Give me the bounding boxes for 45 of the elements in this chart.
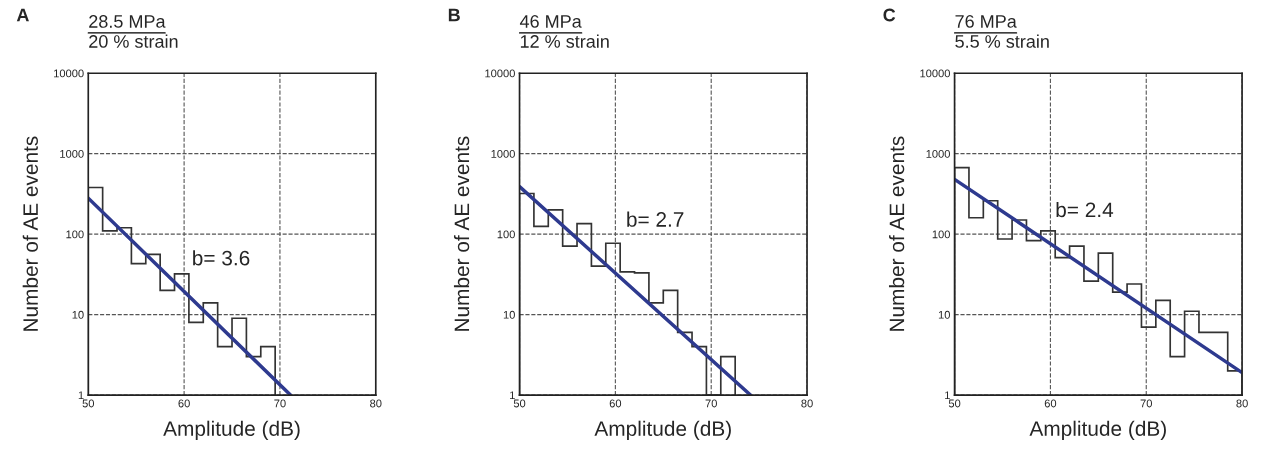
y-tick-label: 100: [497, 230, 515, 239]
y-tick-label: 1000: [926, 149, 950, 158]
chart-title: C: [883, 8, 896, 22]
x-tick-label: 50: [948, 399, 961, 408]
y-tick-label: 1000: [491, 149, 515, 158]
y-tick-label: 100: [932, 230, 950, 239]
annotation: b= 2.4: [1056, 201, 1114, 218]
y-tick-label: 1: [945, 391, 950, 400]
y-tick-label: 1: [510, 391, 515, 400]
y-tick-label: 10000: [54, 69, 84, 78]
chart-title: A: [16, 8, 29, 22]
y-axis-title: Number of AE events: [453, 136, 470, 331]
y-axis-title: Number of AE events: [888, 136, 905, 331]
y-tick-label: 10000: [920, 69, 950, 78]
y-tick-label: 10: [72, 310, 84, 319]
chart-subtitle: 46 MPa: [519, 15, 582, 28]
text: 5.5 % strain: [955, 34, 1049, 48]
y-tick-label: 10: [503, 310, 515, 319]
x-tick-label: 80: [1236, 399, 1248, 408]
y-axis-title: Number of AE events: [22, 136, 38, 331]
x-tick-label: 70: [1140, 399, 1152, 408]
x-tick-label: 80: [801, 399, 813, 408]
x-tick-label: 60: [178, 399, 190, 408]
text: 20 % strain: [89, 34, 178, 48]
text: 12 % strain: [520, 34, 609, 48]
x-axis-title: Amplitude (dB): [594, 420, 731, 441]
chart-subtitle: 28.5 MPa: [89, 15, 166, 28]
annotation: b= 3.6: [193, 250, 250, 266]
x-tick-label: 70: [705, 399, 717, 408]
x-tick-label: 80: [370, 399, 382, 408]
x-axis-title: Amplitude (dB): [1029, 420, 1166, 441]
y-tick-label: 10: [938, 310, 950, 319]
x-tick-label: 70: [274, 399, 286, 408]
y-tick-label: 1000: [60, 149, 84, 158]
x-tick-label: 50: [513, 399, 526, 408]
y-tick-label: 10000: [485, 69, 515, 78]
x-tick-label: 60: [1044, 399, 1057, 408]
x-tick-label: 50: [82, 399, 95, 408]
annotation: b= 2.7: [627, 211, 684, 227]
chart-title: B: [448, 8, 460, 22]
chart-subtitle: 76 MPa: [955, 15, 1017, 28]
x-tick-label: 60: [609, 399, 622, 408]
y-tick-label: 100: [66, 230, 84, 239]
x-axis-title: Amplitude (dB): [163, 420, 300, 441]
y-tick-label: 1: [78, 391, 84, 400]
